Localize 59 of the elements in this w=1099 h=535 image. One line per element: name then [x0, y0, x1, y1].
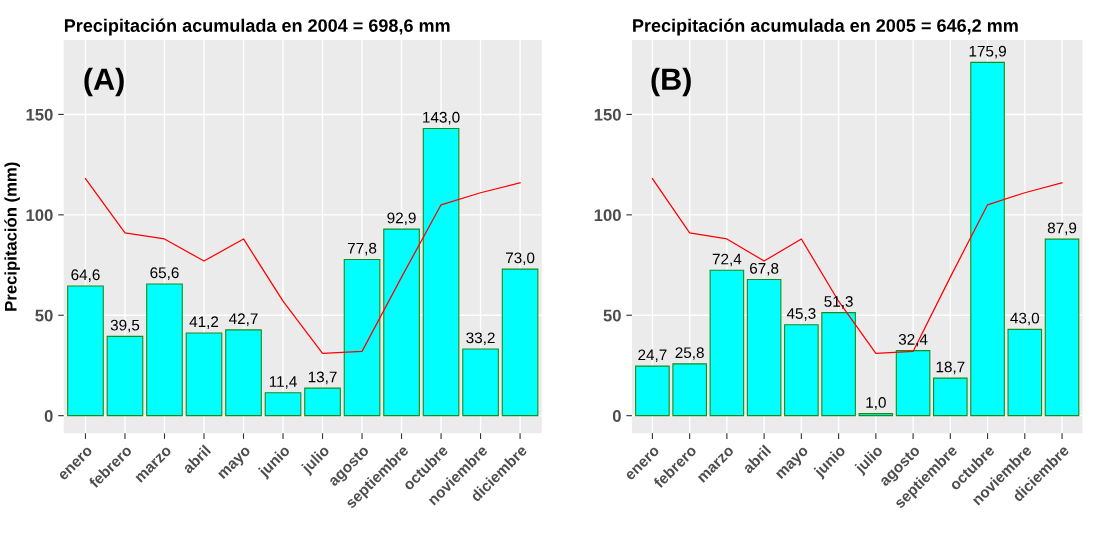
data-label: 25,8 [675, 347, 704, 360]
data-label: 65,6 [150, 267, 179, 280]
data-label: 13,7 [308, 371, 337, 385]
chart-title: Precipitación acumulada en 2004 = 698,6 mm [64, 18, 450, 36]
bar [821, 312, 856, 417]
bar [746, 278, 782, 417]
data-label: 175,9 [969, 45, 1006, 59]
data-label: 87,9 [1047, 222, 1077, 236]
data-label: 1,0 [866, 397, 886, 410]
bar [304, 387, 341, 417]
y-tick-label: 50 [35, 309, 53, 322]
data-label: 41,2 [189, 316, 219, 329]
data-label: 77,8 [347, 242, 377, 256]
annotation: (A) [84, 67, 124, 97]
bar [970, 61, 1005, 417]
y-tick-label: 150 [26, 108, 53, 121]
y-tick-label: 50 [603, 309, 621, 322]
data-label: 72,4 [712, 253, 742, 267]
data-label: 42,7 [229, 313, 258, 326]
bar [264, 392, 302, 417]
bar [67, 285, 104, 417]
bar [146, 283, 183, 417]
data-label: 24,7 [638, 349, 667, 363]
bar [1007, 328, 1043, 417]
data-label: 73,0 [505, 252, 535, 266]
bar [672, 363, 707, 417]
bar [1044, 238, 1080, 417]
bar [784, 324, 819, 417]
bar [383, 228, 420, 417]
y-tick-label: 100 [26, 209, 53, 222]
data-label: 11,4 [269, 376, 297, 389]
data-label: 67,8 [750, 262, 779, 276]
bar [462, 348, 499, 417]
data-label: 33,2 [466, 332, 495, 346]
data-label: 92,9 [387, 212, 416, 226]
data-label: 43,0 [1010, 312, 1040, 326]
y-tick-label: 0 [44, 410, 53, 422]
data-label: 39,5 [110, 319, 140, 333]
bar [225, 329, 262, 417]
y-tick-label: 0 [612, 410, 621, 422]
y-tick-label: 150 [594, 108, 621, 121]
bar [343, 258, 381, 417]
bar [185, 332, 223, 417]
bar [933, 377, 968, 417]
bar [635, 365, 670, 417]
bar [895, 350, 931, 417]
data-label: 18,7 [936, 361, 965, 375]
bar [501, 268, 539, 417]
data-label: 143,0 [423, 111, 460, 125]
data-label: 45,3 [786, 308, 816, 321]
y-axis-title: Precipitación (mm) [4, 162, 20, 311]
bar [422, 127, 460, 417]
bar [709, 269, 745, 417]
annotation: (B) [651, 67, 691, 97]
data-label: 64,6 [71, 269, 100, 282]
bar [106, 335, 144, 417]
y-tick-label: 100 [594, 209, 621, 222]
chart-title: Precipitación acumulada en 2005 = 646,2 mm [633, 18, 1018, 36]
bar [858, 413, 894, 417]
